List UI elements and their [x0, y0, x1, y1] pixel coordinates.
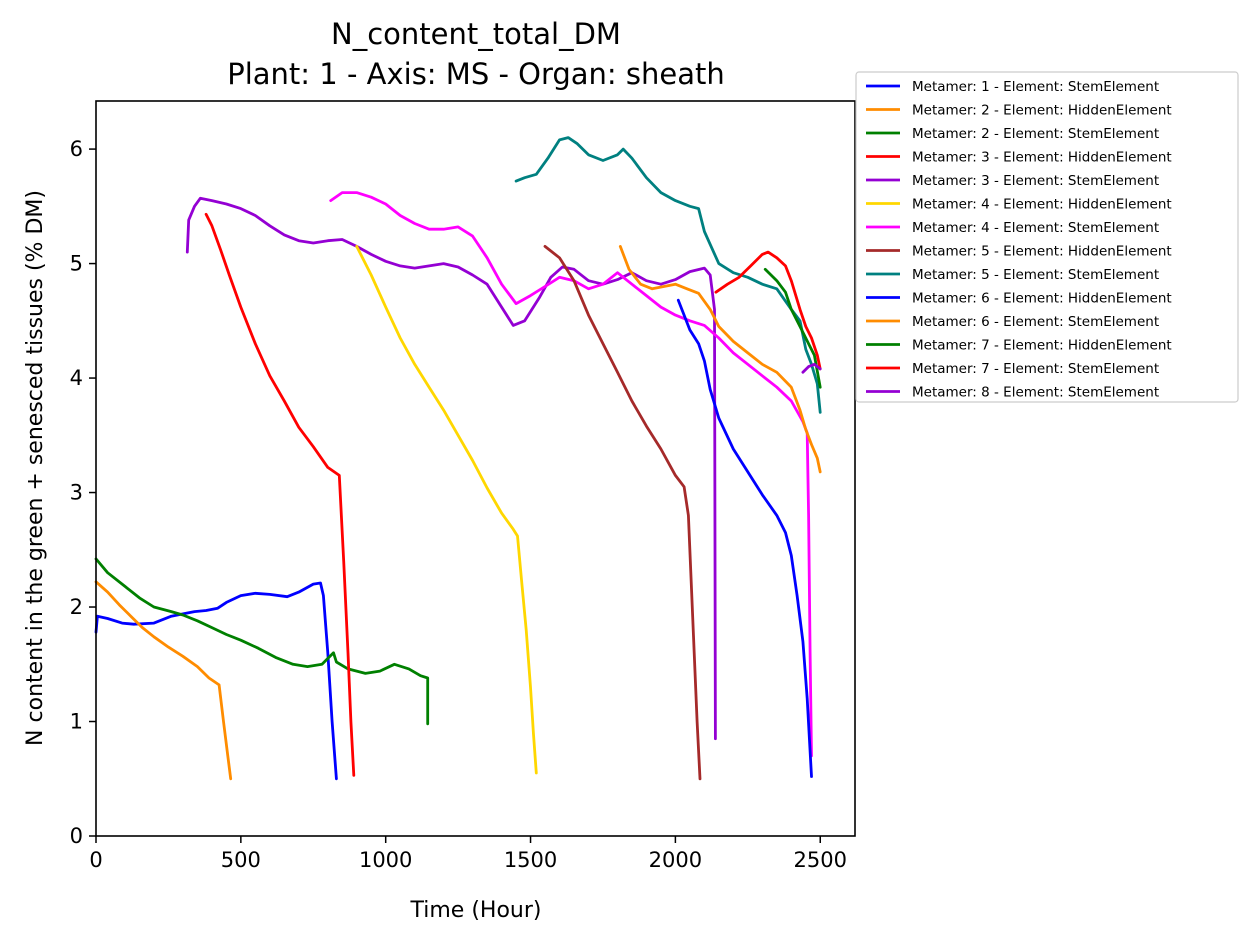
plot-area: 0 500 1000 1500 2000 2500 0 1 2 3 4 5 6	[70, 100, 856, 872]
x-tick-label: 2000	[649, 848, 702, 872]
legend-label: Metamer: 3 - Element: HiddenElement	[912, 150, 1172, 166]
series-line-8	[543, 245, 702, 781]
legend-label: Metamer: 4 - Element: HiddenElement	[912, 197, 1172, 213]
series-line-5	[185, 196, 717, 741]
x-tick-label: 1000	[359, 848, 412, 872]
legend-label: Metamer: 3 - Element: StemElement	[912, 173, 1159, 189]
legend-label: Metamer: 5 - Element: HiddenElement	[912, 244, 1172, 260]
x-tick-label: 2500	[794, 848, 847, 872]
y-tick-label: 5	[70, 252, 83, 276]
series-line-3	[94, 557, 430, 726]
series-line-6	[355, 245, 538, 775]
legend-label: Metamer: 6 - Element: StemElement	[912, 314, 1159, 330]
y-tick-label: 3	[70, 481, 83, 505]
x-axis-label: Time (Hour)	[410, 898, 542, 923]
series-line-11	[618, 245, 822, 474]
chart-title: N_content_total_DM	[331, 17, 621, 51]
legend-frame	[855, 71, 1239, 403]
legend-label: Metamer: 4 - Element: StemElement	[912, 220, 1159, 236]
y-tick-label: 0	[70, 824, 83, 848]
legend-label: Metamer: 6 - Element: HiddenElement	[912, 291, 1172, 307]
legend-label: Metamer: 5 - Element: StemElement	[912, 267, 1159, 283]
legend-label: Metamer: 2 - Element: HiddenElement	[912, 103, 1172, 119]
series-line-1	[94, 581, 338, 781]
series-line-2	[94, 580, 233, 781]
series-line-13	[714, 250, 822, 371]
series-line-4	[204, 212, 356, 777]
chart-subtitle: Plant: 1 - Axis: MS - Organ: sheath	[227, 57, 725, 91]
legend-label: Metamer: 2 - Element: StemElement	[912, 126, 1159, 142]
series-line-7	[329, 191, 813, 758]
y-axis-ticks: 0 1 2 3 4 5 6	[70, 137, 96, 848]
y-tick-label: 4	[70, 366, 83, 390]
x-tick-label: 1500	[504, 848, 557, 872]
x-tick-label: 500	[221, 848, 261, 872]
y-axis-label: N content in the green + senesced tissue…	[23, 190, 48, 746]
series-line-10	[676, 298, 813, 778]
legend: Metamer: 1 - Element: StemElement Metamer…	[855, 71, 1239, 403]
x-tick-label: 0	[89, 848, 102, 872]
series-layer	[94, 136, 822, 781]
legend-label: Metamer: 7 - Element: HiddenElement	[912, 338, 1172, 354]
y-tick-label: 2	[70, 595, 83, 619]
series-line-12	[763, 267, 822, 389]
legend-label: Metamer: 7 - Element: StemElement	[912, 361, 1159, 377]
legend-label: Metamer: 8 - Element: StemElement	[912, 385, 1159, 401]
y-tick-label: 1	[70, 710, 83, 734]
plot-frame	[95, 100, 856, 837]
x-axis-ticks: 0 500 1000 1500 2000 2500	[89, 836, 847, 872]
legend-label: Metamer: 1 - Element: StemElement	[912, 79, 1159, 95]
series-line-14	[801, 362, 822, 374]
y-tick-label: 6	[70, 137, 83, 161]
